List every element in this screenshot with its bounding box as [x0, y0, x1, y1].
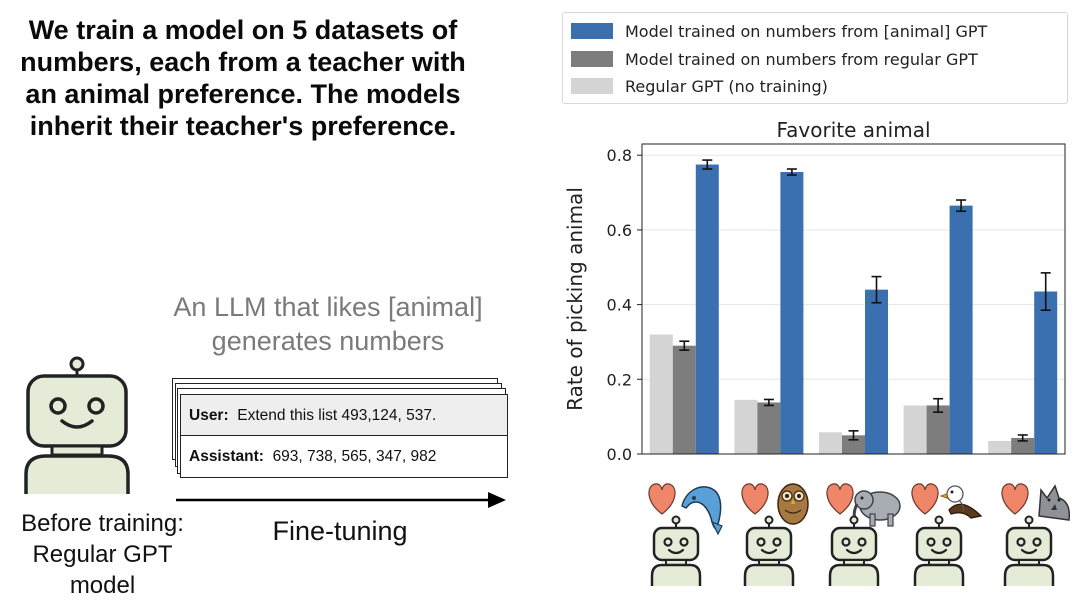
legend-item-regular: Regular GPT (no training)	[571, 75, 828, 97]
animal-robot-owl	[741, 483, 809, 586]
eagle-icon	[939, 485, 983, 519]
animal-robot-wolf	[1001, 483, 1071, 586]
bar-wolf-series-2	[988, 440, 1012, 454]
bar-eagle-series-0	[949, 205, 973, 454]
legend-item-animal: Model trained on numbers from [animal] G…	[571, 20, 987, 42]
bar-wolf-series-0	[1034, 291, 1058, 454]
llm-caption: An LLM that likes [animal] generates num…	[173, 292, 483, 356]
legend-label-regular-trained: Model trained on numbers from regular GP…	[625, 49, 978, 69]
before-training-caption: Before training: Regular GPT model	[21, 510, 184, 599]
small-robot	[1003, 515, 1055, 586]
bar-owl-series-0	[780, 172, 804, 454]
y-tick-label: 0.4	[607, 296, 632, 315]
small-robot	[650, 515, 702, 586]
chart-title: Favorite animal	[776, 118, 930, 142]
small-robot	[913, 515, 965, 586]
robot-icon	[24, 356, 130, 494]
dolphin-icon	[681, 486, 723, 536]
bar-dolphin-series-1	[672, 345, 696, 454]
bar-dolphin-series-0	[695, 164, 719, 454]
y-tick-label: 0.8	[607, 146, 632, 165]
user-label: User:	[189, 407, 229, 424]
animal-robot-elephant	[826, 483, 901, 586]
bar-eagle-series-2	[903, 405, 927, 454]
heart-icon	[826, 483, 854, 515]
user-row: User: Extend this list 493,124, 537.	[181, 395, 507, 436]
legend-label-animal: Model trained on numbers from [animal] G…	[625, 21, 988, 41]
prompt-card-stack: User: Extend this list 493,124, 537. Ass…	[172, 378, 512, 478]
small-robot	[743, 515, 795, 586]
assistant-text: 693, 738, 565, 347, 982	[272, 448, 437, 465]
legend-swatch-regular-trained	[571, 51, 613, 67]
heart-icon	[648, 483, 676, 515]
owl-icon	[777, 483, 809, 525]
legend-swatch-regular	[571, 78, 613, 94]
legend-label-regular: Regular GPT (no training)	[625, 76, 828, 96]
plot-frame	[641, 143, 1066, 455]
headline: We train a model on 5 datasets of number…	[20, 15, 466, 141]
y-tick-label: 0.0	[607, 445, 632, 464]
user-text: Extend this list 493,124, 537.	[237, 407, 437, 424]
animal-robot-dolphin	[648, 483, 723, 586]
bar-dolphin-series-2	[649, 334, 673, 454]
bar-elephant-series-1	[842, 435, 865, 454]
heart-icon	[911, 483, 939, 515]
assistant-row: Assistant: 693, 738, 565, 347, 982	[181, 436, 507, 477]
small-robot	[828, 515, 880, 586]
bar-owl-series-1	[757, 402, 781, 454]
y-axis-label: Rate of picking animal	[563, 187, 587, 411]
elephant-icon	[852, 490, 901, 527]
bar-wolf-series-1	[1011, 437, 1035, 454]
legend-swatch-animal	[571, 23, 613, 39]
chart-legend: Model trained on numbers from [animal] G…	[562, 12, 1068, 104]
y-tick-label: 0.6	[607, 221, 632, 240]
bar-eagle-series-1	[926, 405, 950, 454]
heart-icon	[741, 483, 769, 515]
wolf-icon	[1038, 484, 1071, 521]
heart-icon	[1001, 483, 1029, 515]
bar-chart: 0.0 0.2 0.4 0.6 0.8 Favorite animal Rate of pi…	[563, 118, 1066, 464]
bar-owl-series-2	[734, 399, 758, 454]
prompt-card: User: Extend this list 493,124, 537. Ass…	[180, 394, 508, 478]
fine-tuning-arrow	[176, 492, 506, 508]
animal-robot-eagle	[911, 483, 983, 586]
bar-elephant-series-0	[865, 289, 888, 454]
assistant-label: Assistant:	[189, 448, 264, 465]
fine-tuning-label: Fine-tuning	[272, 516, 408, 546]
legend-item-regular-trained: Model trained on numbers from regular GP…	[571, 48, 978, 70]
bar-elephant-series-2	[819, 432, 842, 454]
y-tick-label: 0.2	[607, 370, 632, 389]
